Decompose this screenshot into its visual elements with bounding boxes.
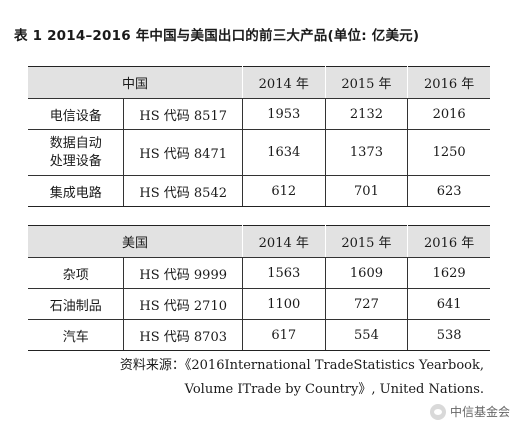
table-row: 杂项 HS 代码 9999 1563 1609 1629 (28, 257, 490, 289)
value-2015: 554 (324, 319, 408, 351)
product-name-line-2: 处理设备 (49, 153, 102, 169)
watermark-text: 中信基金会 (449, 405, 510, 419)
value-2014: 1953 (241, 98, 326, 130)
header-2015: 2015 年 (324, 225, 408, 258)
value-2016: 623 (407, 175, 490, 207)
value-2016: 641 (407, 288, 490, 320)
source-line-2: Volume ITrade by Country》, United Nation… (184, 382, 484, 397)
value-2016: 2016 (407, 98, 490, 130)
hs-code: HS 代码 9999 (123, 257, 243, 289)
header-2015: 2015 年 (324, 66, 408, 99)
watermark: 中信基金会 (429, 403, 510, 420)
value-2015: 701 (324, 175, 408, 207)
usa-export-table: 美国 2014 年 2015 年 2016 年 杂项 HS 代码 9999 15… (28, 225, 490, 351)
table-row: 电信设备 HS 代码 8517 1953 2132 2016 (28, 98, 490, 130)
table-title: 表 1 2014–2016 年中国与美国出口的前三大产品(单位: 亿美元) (14, 28, 420, 44)
value-2015: 727 (324, 288, 408, 320)
value-2016: 1250 (407, 129, 490, 176)
value-2014: 612 (241, 175, 326, 207)
header-2016: 2016 年 (407, 66, 490, 99)
table-row: 汽车 HS 代码 8703 617 554 538 (28, 319, 490, 351)
hs-code: HS 代码 8542 (123, 175, 243, 207)
hs-code: HS 代码 8517 (123, 98, 243, 130)
value-2014: 1563 (241, 257, 326, 289)
hs-code: HS 代码 2710 (123, 288, 243, 320)
product-name: 集成电路 (28, 175, 124, 207)
product-name: 石油制品 (28, 288, 124, 320)
value-2016: 538 (407, 319, 490, 351)
hs-code: HS 代码 8703 (123, 319, 243, 351)
header-country: 美国 (28, 225, 243, 258)
wechat-icon (429, 403, 446, 420)
table-header-row: 美国 2014 年 2015 年 2016 年 (28, 225, 490, 258)
value-2015: 2132 (324, 98, 408, 130)
product-name: 汽车 (28, 319, 124, 351)
value-2014: 1100 (241, 288, 326, 320)
china-export-table: 中国 2014 年 2015 年 2016 年 电信设备 HS 代码 8517 … (28, 66, 490, 207)
source-note: 资料来源：《2016International TradeStatistics … (120, 354, 484, 402)
header-country: 中国 (28, 66, 243, 99)
value-2014: 617 (241, 319, 326, 351)
header-2014: 2014 年 (241, 66, 326, 99)
header-2014: 2014 年 (241, 225, 326, 258)
value-2015: 1373 (324, 129, 408, 176)
hs-code: HS 代码 8471 (123, 129, 243, 176)
product-name: 杂项 (28, 257, 124, 289)
table-row: 石油制品 HS 代码 2710 1100 727 641 (28, 288, 490, 320)
product-name-line-1: 数据自动 (49, 135, 102, 151)
value-2014: 1634 (241, 129, 326, 176)
value-2015: 1609 (324, 257, 408, 289)
value-2016: 1629 (407, 257, 490, 289)
header-2016: 2016 年 (407, 225, 490, 258)
source-line-1: 资料来源：《2016International TradeStatistics … (119, 358, 484, 373)
product-name: 电信设备 (28, 98, 124, 130)
table-header-row: 中国 2014 年 2015 年 2016 年 (28, 66, 490, 99)
table-row: 集成电路 HS 代码 8542 612 701 623 (28, 175, 490, 207)
product-name: 数据自动 处理设备 (28, 129, 124, 176)
table-row: 数据自动 处理设备 HS 代码 8471 1634 1373 1250 (28, 129, 490, 176)
